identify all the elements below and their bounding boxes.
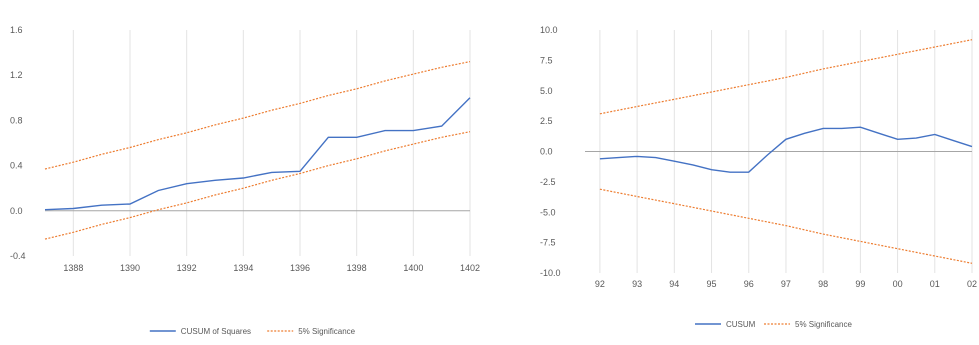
x-tick-label: 1402: [460, 263, 480, 273]
cusumsq-series-line-1: [44, 61, 471, 170]
x-tick-label: 96: [744, 279, 754, 289]
x-tick-label: 92: [595, 279, 605, 289]
cusum-series-line-2: [599, 188, 973, 264]
x-tick-label: 99: [855, 279, 865, 289]
cusum-series-line-1: [599, 39, 973, 115]
y-tick-label: 1.2: [10, 70, 23, 80]
y-tick-label: 1.6: [10, 25, 23, 35]
x-tick-label: 1400: [403, 263, 423, 273]
y-tick-label: -7.5: [540, 238, 556, 248]
y-tick-label: 5.0: [540, 86, 553, 96]
y-tick-label: 7.5: [540, 55, 553, 65]
y-tick-label: 10.0: [540, 25, 558, 35]
x-tick-label: 95: [707, 279, 717, 289]
x-tick-label: 02: [967, 279, 977, 289]
y-tick-label: 2.5: [540, 116, 553, 126]
legend-label: CUSUM: [726, 320, 756, 329]
x-tick-label: 1398: [347, 263, 367, 273]
y-tick-label: -10.0: [540, 268, 561, 278]
x-tick-label: 97: [781, 279, 791, 289]
cusumsq-series-line-2: [44, 131, 471, 240]
x-tick-label: 1388: [63, 263, 83, 273]
cusumsq-series-line-0: [44, 97, 471, 211]
cusum-of-squares-chart: -0.4 0.0 0.4 0.8 1.2 1.6 1388 1390 1392 1394 1396 1…: [10, 25, 480, 336]
cusum-chart: -10.0 -7.5 -5.0 -2.5 0.0 2.5 5.0 7.5 10.0 92 93 94 9…: [540, 25, 977, 329]
x-tick-label: 1394: [233, 263, 253, 273]
x-tick-label: 93: [632, 279, 642, 289]
y-tick-label: -0.4: [10, 251, 26, 261]
x-tick-label: 1390: [120, 263, 140, 273]
y-tick-label: -5.0: [540, 207, 556, 217]
x-tick-label: 94: [669, 279, 679, 289]
y-tick-label: 0.0: [10, 206, 23, 216]
x-tick-label: 1396: [290, 263, 310, 273]
y-tick-label: 0.0: [540, 147, 553, 157]
legend-label: 5% Significance: [298, 327, 355, 336]
x-tick-label: 01: [930, 279, 940, 289]
legend-label: CUSUM of Squares: [181, 327, 251, 336]
legend-label: 5% Significance: [795, 320, 852, 329]
y-tick-label: 0.4: [10, 161, 23, 171]
cusum-series-line-0: [599, 126, 973, 173]
y-tick-label: -2.5: [540, 177, 556, 187]
x-tick-label: 00: [893, 279, 903, 289]
y-tick-label: 0.8: [10, 115, 23, 125]
x-tick-label: 1392: [177, 263, 197, 273]
x-tick-label: 98: [818, 279, 828, 289]
